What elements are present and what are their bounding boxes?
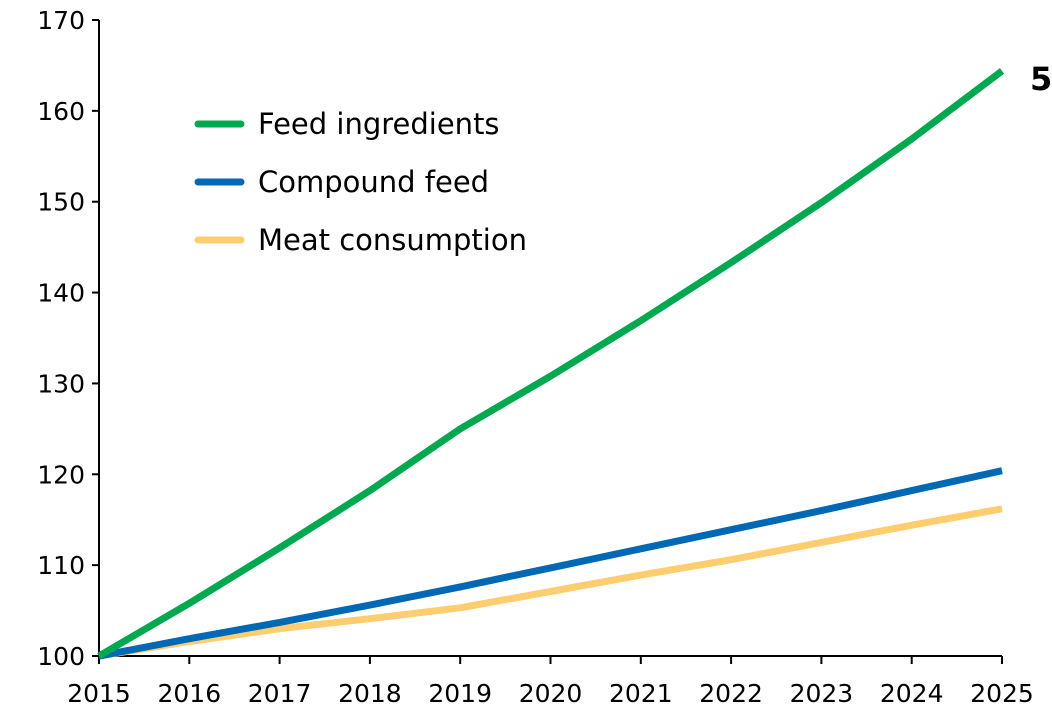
x-tick-label: 2019: [428, 679, 492, 708]
series-lines: [97, 68, 1005, 660]
y-tick-label: 120: [37, 460, 85, 489]
x-tick-label: 2021: [609, 679, 673, 708]
y-tick-label: 170: [37, 6, 85, 35]
x-tick-label: 2024: [880, 679, 944, 708]
series-line-meat-consumption: [98, 505, 1003, 660]
series-line-feed-ingredients: [97, 68, 1005, 660]
y-tick-label: 150: [37, 188, 85, 217]
corner-label: 5: [1030, 60, 1052, 98]
y-tick-label: 110: [37, 551, 85, 580]
x-tick-label: 2025: [970, 679, 1034, 708]
x-tick-label: 2020: [519, 679, 583, 708]
x-tick-label: 2023: [790, 679, 854, 708]
y-tick-label: 130: [37, 369, 85, 398]
legend: Feed ingredients Compound feed Meat consum…: [194, 107, 527, 257]
x-tick-label: 2015: [67, 679, 131, 708]
x-tick-label: 2022: [699, 679, 763, 708]
y-tick-label: 140: [37, 279, 85, 308]
legend-label-compound-feed: Compound feed: [258, 165, 489, 199]
legend-label-meat-consumption: Meat consumption: [258, 223, 527, 257]
y-tick-label: 100: [37, 642, 85, 671]
x-tick-label: 2018: [338, 679, 402, 708]
x-tick-label: 2016: [157, 679, 221, 708]
axes: 100 110 120 130 140 150 160 170 2015 2016 2017 2018…: [37, 6, 1034, 708]
legend-label-feed-ingredients: Feed ingredients: [258, 107, 500, 141]
x-tick-label: 2017: [248, 679, 312, 708]
y-tick-label: 160: [37, 97, 85, 126]
series-line-compound-feed: [98, 467, 1003, 660]
